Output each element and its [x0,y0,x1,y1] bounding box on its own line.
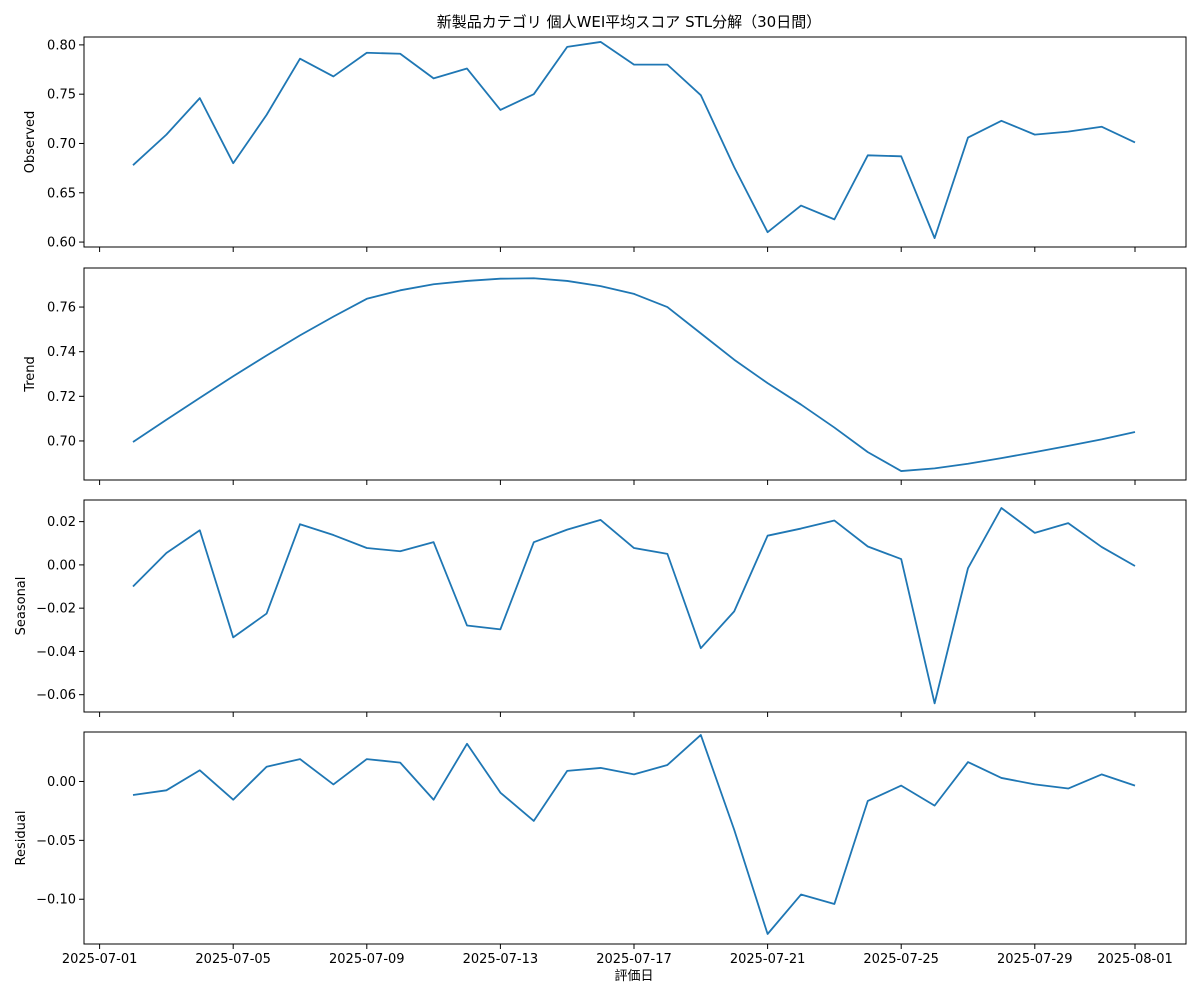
y-axis-label: Observed [23,111,38,174]
x-tick-label: 2025-07-17 [596,952,672,967]
x-tick-label: 2025-08-01 [1097,952,1173,967]
y-tick-label: −0.04 [36,645,76,660]
y-tick-label: 0.70 [47,434,76,449]
panel-trend: 0.70 0.72 0.74 0.76 Trend [23,267,1187,485]
y-tick-label: 0.76 [47,301,76,316]
x-axis-label: 評価日 [614,969,653,984]
y-tick-label: −0.05 [36,834,76,849]
series-line-trend [132,277,1136,472]
y-tick-label: −0.02 [36,602,76,617]
panels-group: 0.60 0.65 0.70 0.75 0.80 Observed 0.70 0.72 0.74… [14,36,1187,967]
x-tick-label: 2025-07-29 [997,952,1073,967]
y-tick-label: −0.10 [36,893,76,908]
y-axis-label: Seasonal [14,577,29,636]
chart-title: 新製品カテゴリ 個人WEI平均スコア STL分解（30日間） [437,13,821,31]
series-line-residual [132,734,1136,935]
x-tick-label: 2025-07-21 [730,952,806,967]
x-tick-label: 2025-07-01 [62,952,138,967]
x-tick-label: 2025-07-09 [329,952,405,967]
y-tick-label: 0.74 [47,345,76,360]
y-tick-label: 0.02 [47,515,76,530]
y-tick-label: 0.80 [47,38,76,53]
panel-frame [83,731,1187,945]
y-tick-label: 0.60 [47,236,76,251]
panel-observed: 0.60 0.65 0.70 0.75 0.80 Observed [23,36,1187,252]
y-tick-label: 0.00 [47,558,76,573]
x-tick-label: 2025-07-13 [463,952,539,967]
x-tick-label: 2025-07-25 [863,952,939,967]
panel-frame [83,267,1187,481]
y-tick-label: 0.72 [47,390,76,405]
y-tick-label: 0.65 [47,186,76,201]
panel-frame [83,499,1187,713]
y-tick-label: 0.70 [47,137,76,152]
series-line-observed [132,41,1136,240]
y-tick-label: −0.06 [36,688,76,703]
panel-frame [83,36,1187,248]
panel-seasonal: −0.06 −0.04 −0.02 0.00 0.02 Seasonal [14,499,1187,717]
y-axis-label: Trend [23,356,38,393]
x-tick-label: 2025-07-05 [195,952,271,967]
series-line-seasonal [132,507,1136,705]
panel-residual: −0.10 −0.05 0.00 Residual 2025-07-01 2025-07-… [14,731,1187,967]
y-tick-label: 0.75 [47,88,76,103]
y-tick-label: 0.00 [47,775,76,790]
y-axis-label: Residual [14,811,29,866]
